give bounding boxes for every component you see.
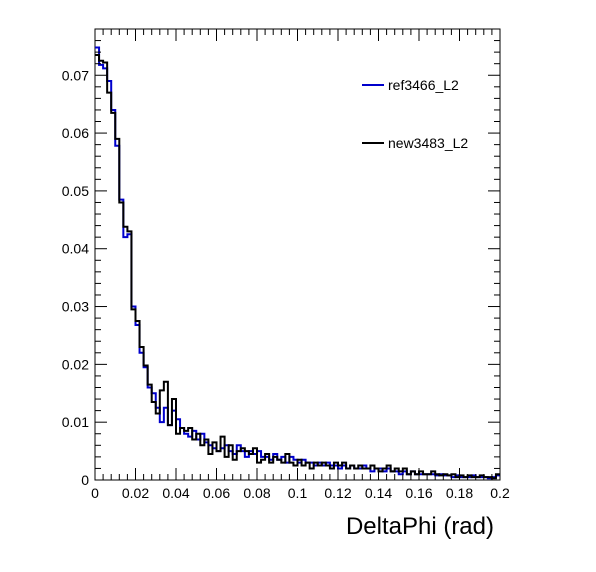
series-layer xyxy=(95,46,500,480)
y-tick-label: 0.03 xyxy=(62,299,89,315)
legend-label-ref3466: ref3466_L2 xyxy=(388,77,459,93)
x-tick-label: 0.06 xyxy=(203,485,230,501)
x-tick-label: 0.18 xyxy=(446,485,473,501)
x-tick-label: 0.02 xyxy=(122,485,149,501)
x-tick-label: 0.04 xyxy=(162,485,189,501)
y-tick-label: 0.07 xyxy=(62,67,89,83)
x-tick-label: 0.1 xyxy=(288,485,308,501)
y-tick-label: 0.04 xyxy=(62,241,89,257)
y-tick-label: 0 xyxy=(81,472,89,488)
x-tick-label: 0.08 xyxy=(243,485,270,501)
x-tick-label: 0.12 xyxy=(324,485,351,501)
x-tick-label: 0.2 xyxy=(490,485,510,501)
y-tick-label: 0.02 xyxy=(62,356,89,372)
x-axis-title: DeltaPhi (rad) xyxy=(346,513,494,540)
x-tick-label: 0.16 xyxy=(405,485,432,501)
y-tick-label: 0.01 xyxy=(62,414,89,430)
y-tick-label: 0.05 xyxy=(62,183,89,199)
histogram-series-new3483_L2 xyxy=(95,54,500,480)
x-tick-label: 0 xyxy=(91,485,99,501)
x-tick-label: 0.14 xyxy=(365,485,392,501)
y-tick-label: 0.06 xyxy=(62,125,89,141)
axis-ticks: 0 0.02 0.04 0.06 0.08 0.1 0.12 0.14 0.16 0.18 0.2 0… xyxy=(62,29,510,501)
legend: ref3466_L2 new3483_L2 xyxy=(362,77,468,151)
legend-label-new3483: new3483_L2 xyxy=(388,135,468,151)
